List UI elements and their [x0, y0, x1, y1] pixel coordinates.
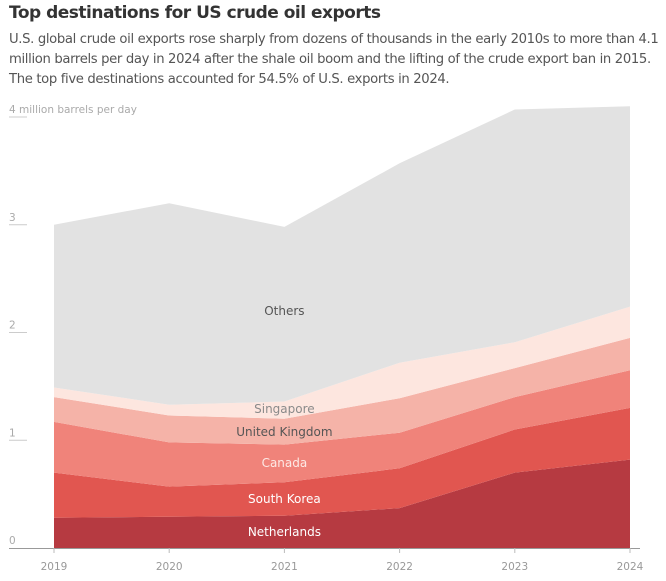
y-tick-label: 3	[9, 212, 16, 224]
x-axis: 2019 2020 2021 2022 2023 2024	[9, 548, 644, 573]
series-label-netherlands: Netherlands	[248, 525, 321, 539]
series-label-south-korea: South Korea	[248, 492, 321, 506]
x-tick-label: 2020	[156, 561, 183, 573]
series-label-singapore: Singapore	[254, 402, 315, 416]
x-tick-label: 2019	[41, 561, 68, 573]
chart-title: Top destinations for US crude oil export…	[9, 3, 381, 23]
x-tick-label: 2021	[271, 561, 298, 573]
x-tick-label: 2022	[386, 561, 413, 573]
area-united-kingdom	[54, 337, 630, 445]
x-tick-label: 2024	[617, 561, 644, 573]
area-others	[54, 106, 630, 405]
y-tick-label: 4 million barrels per day	[9, 104, 137, 116]
y-tick-label: 0	[9, 535, 16, 547]
area-south-korea	[54, 407, 630, 518]
x-tick-label: 2023	[501, 561, 528, 573]
series-label-united-kingdom: United Kingdom	[236, 425, 332, 439]
area-singapore	[54, 306, 630, 419]
y-tick-label: 1	[9, 427, 16, 439]
area-layers	[54, 106, 630, 548]
series-label-canada: Canada	[262, 456, 308, 470]
area-canada	[54, 370, 630, 487]
area-netherlands	[54, 459, 630, 548]
y-tick-label: 2	[9, 320, 16, 332]
series-label-others: Others	[264, 304, 304, 318]
chart-subtitle: U.S. global crude oil exports rose sharp…	[9, 32, 659, 87]
y-axis: 0 1 2 3 4 million barrels per day	[9, 104, 137, 547]
series-labels: Netherlands South Korea Canada United Kingd…	[236, 304, 332, 539]
